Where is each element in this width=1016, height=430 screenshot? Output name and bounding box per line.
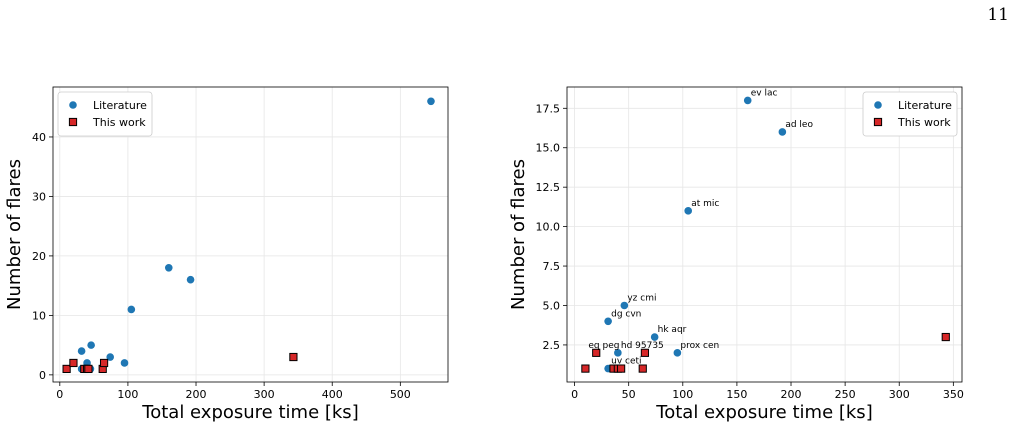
literature-point — [743, 96, 752, 105]
this-work-point — [84, 364, 93, 374]
y-tick-label: 2.5 — [543, 339, 561, 352]
legend-this-work-marker — [68, 117, 78, 127]
x-tick-label: 300 — [889, 388, 910, 401]
star-annotation: hd 95735 — [621, 341, 664, 351]
y-tick-label: 17.5 — [536, 102, 561, 115]
y-tick-label: 30 — [32, 190, 46, 203]
y-tick-label: 0 — [39, 369, 46, 382]
x-tick-label: 500 — [390, 388, 411, 401]
this-work-point — [581, 364, 590, 373]
literature-point — [614, 349, 622, 357]
this-work-point — [62, 364, 71, 374]
x-axis-label: Total exposure time [ks] — [141, 402, 358, 423]
this-work-point — [592, 348, 601, 357]
legend-label: Literature — [898, 99, 952, 112]
x-tick-label: 400 — [322, 388, 343, 401]
legend-box — [862, 91, 958, 137]
star-annotation: uv ceti — [611, 357, 641, 367]
literature-point — [650, 333, 659, 341]
literature-point — [684, 207, 693, 215]
star-annotation: ad leo — [785, 120, 813, 130]
page-number: 11 — [987, 5, 1009, 25]
legend: Literature This work — [57, 91, 153, 137]
literature-point — [106, 353, 115, 361]
x-tick-label: 250 — [835, 388, 856, 401]
legend-label: This work — [92, 116, 146, 129]
literature-point — [604, 317, 612, 326]
star-annotation: ev lac — [751, 88, 778, 98]
y-axis-label: Number of flares — [4, 159, 25, 310]
this-work-point — [941, 332, 950, 342]
star-annotation: eq peg — [588, 341, 619, 351]
legend: Literature This work — [862, 91, 958, 137]
chart-1: 0 100 200 300 400 500 0 10 20 30 40 Total exposure … — [4, 86, 449, 423]
chart-2: 0 50 100 150 200 250 300 350 2.5 5.0 7.5 10.0 12.5 15… — [508, 86, 964, 423]
this-work-point — [99, 358, 109, 368]
y-tick-label: 20 — [32, 250, 46, 263]
this-work-point — [617, 364, 626, 373]
literature-point — [127, 305, 136, 314]
y-tick-label: 40 — [32, 131, 46, 144]
legend-literature-marker — [69, 101, 77, 109]
legend-this-work-marker — [873, 117, 883, 127]
literature-point — [620, 301, 629, 310]
literature-point — [427, 97, 435, 106]
star-annotation: hk aqr — [658, 325, 687, 335]
y-tick-label: 15.0 — [536, 142, 561, 155]
y-tick-label: 10.0 — [536, 221, 561, 234]
this-work-point — [289, 352, 298, 362]
y-tick-label: 5.0 — [543, 299, 561, 312]
literature-point — [77, 347, 86, 355]
x-tick-label: 0 — [56, 388, 63, 401]
literature-point — [778, 128, 787, 136]
x-tick-label: 50 — [622, 388, 636, 401]
x-axis-label: Total exposure time [ks] — [655, 402, 872, 423]
legend-box — [57, 91, 153, 137]
y-tick-label: 7.5 — [543, 260, 561, 273]
x-tick-label: 0 — [571, 388, 578, 401]
this-work-point — [69, 358, 78, 368]
x-tick-label: 350 — [943, 388, 964, 401]
star-annotation: yz cmi — [627, 293, 656, 303]
x-tick-label: 300 — [254, 388, 275, 401]
legend-label: Literature — [93, 99, 147, 112]
y-axis-label: Number of flares — [508, 159, 529, 310]
axes-frame — [566, 86, 963, 383]
literature-point — [164, 264, 173, 272]
this-work-point — [640, 348, 650, 357]
x-tick-label: 200 — [186, 388, 207, 401]
literature-point — [673, 349, 682, 357]
legend-label: This work — [897, 116, 951, 129]
x-tick-label: 100 — [672, 388, 693, 401]
legend-literature-marker — [874, 101, 882, 109]
x-tick-label: 200 — [781, 388, 802, 401]
axes-frame — [52, 86, 449, 383]
y-tick-label: 10 — [32, 309, 46, 322]
literature-point — [186, 275, 195, 284]
x-tick-label: 100 — [117, 388, 138, 401]
star-annotation: dg cvn — [611, 309, 641, 319]
star-annotation: prox cen — [680, 341, 719, 351]
this-work-point — [638, 364, 647, 373]
star-annotation: at mic — [691, 199, 719, 209]
literature-point — [120, 359, 129, 367]
x-tick-label: 150 — [726, 388, 747, 401]
literature-point — [87, 341, 95, 349]
y-tick-label: 12.5 — [536, 181, 561, 194]
